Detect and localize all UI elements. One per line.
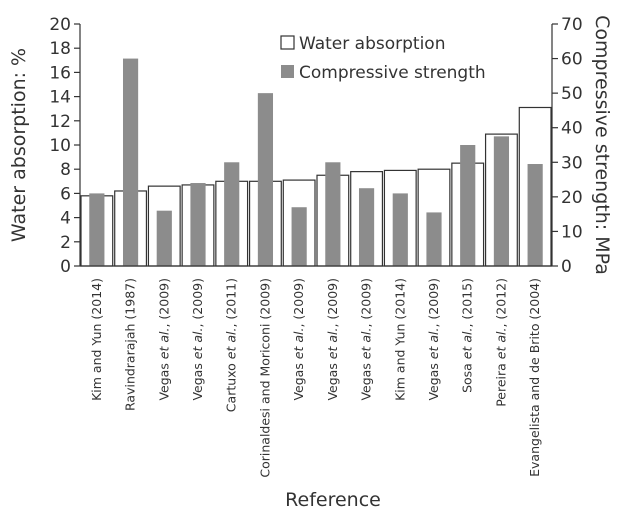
category-label: Vegas et al., (2009) — [156, 278, 171, 401]
left-tick-label: 18 — [49, 39, 71, 59]
left-tick-label: 16 — [49, 63, 71, 83]
left-y-axis-ticks: 0 2 4 6 8 10 12 14 16 18 20 — [49, 15, 80, 277]
category-label: Ravindrarajah (1987) — [123, 278, 138, 411]
left-tick-label: 6 — [60, 184, 71, 204]
left-tick-label: 8 — [60, 160, 71, 180]
left-tick-label: 4 — [60, 209, 71, 229]
category-label: Cartuxo et al., (2011) — [224, 278, 239, 412]
right-tick-label: 40 — [561, 119, 583, 139]
compressive-strength-bar — [89, 193, 105, 266]
category-label: Kim and Yun (2014) — [392, 278, 407, 401]
compressive-strength-bar — [190, 183, 206, 266]
category-label: Vegas et al., (2009) — [426, 278, 441, 401]
compressive-strength-bar — [426, 212, 442, 266]
compressive-strength-bar — [392, 193, 408, 266]
left-tick-label: 0 — [60, 257, 71, 277]
right-tick-label: 10 — [561, 222, 583, 242]
left-tick-label: 12 — [49, 112, 71, 132]
left-y-axis-title: Water absorption: % — [8, 48, 30, 242]
left-tick-label: 20 — [49, 15, 71, 35]
right-tick-label: 70 — [561, 15, 583, 35]
right-tick-label: 30 — [561, 153, 583, 173]
right-y-axis-title: Compressive strength: MPa — [591, 15, 613, 275]
right-tick-label: 60 — [561, 50, 583, 70]
left-tick-label: 14 — [49, 88, 71, 108]
compressive-strength-bar — [257, 93, 274, 267]
right-tick-label: 50 — [561, 84, 583, 104]
category-label: Vegas et al., (2009) — [325, 278, 340, 401]
legend-swatch-water-absorption — [280, 35, 295, 50]
compressive-strength-bar — [325, 162, 341, 266]
x-axis-category-labels: Kim and Yun (2014) Ravindrarajah (1987) Ve… — [89, 278, 542, 478]
category-label: Vegas et al., (2009) — [359, 278, 374, 401]
category-label: Evangelista and de Brito (2004) — [527, 278, 542, 477]
category-label: Corinaldesi and Moriconi (2009) — [257, 278, 272, 478]
category-label: Vegas et al., (2009) — [190, 278, 205, 401]
compressive-strength-bar — [527, 164, 543, 266]
category-label: Vegas et al., (2009) — [291, 278, 306, 401]
category-label: Sosa et al., (2015) — [460, 278, 475, 393]
category-label: Pereira et al., (2012) — [493, 278, 508, 407]
x-axis-title: Reference — [285, 489, 381, 511]
compressive-strength-bar — [224, 162, 240, 266]
compressive-strength-series — [89, 58, 543, 267]
right-tick-label: 0 — [561, 257, 572, 277]
compressive-strength-bar — [156, 210, 172, 266]
legend-label-compressive-strength: Compressive strength — [299, 63, 486, 83]
category-label: Kim and Yun (2014) — [89, 278, 104, 401]
compressive-strength-bar — [493, 136, 510, 266]
compressive-strength-bar — [460, 145, 476, 266]
legend: Water absorption Compressive strength — [280, 34, 486, 83]
water-absorption-series — [80, 106, 552, 267]
legend-label-water-absorption: Water absorption — [299, 34, 445, 54]
compressive-strength-bar — [291, 207, 307, 266]
compressive-strength-bar — [358, 188, 375, 266]
legend-swatch-compressive-strength — [281, 65, 294, 78]
compressive-strength-bar — [122, 58, 139, 267]
left-tick-label: 10 — [49, 136, 71, 156]
left-tick-label: 2 — [60, 233, 71, 253]
right-y-axis-ticks: 0 10 20 30 40 50 60 70 — [552, 15, 583, 277]
right-tick-label: 20 — [561, 188, 583, 208]
